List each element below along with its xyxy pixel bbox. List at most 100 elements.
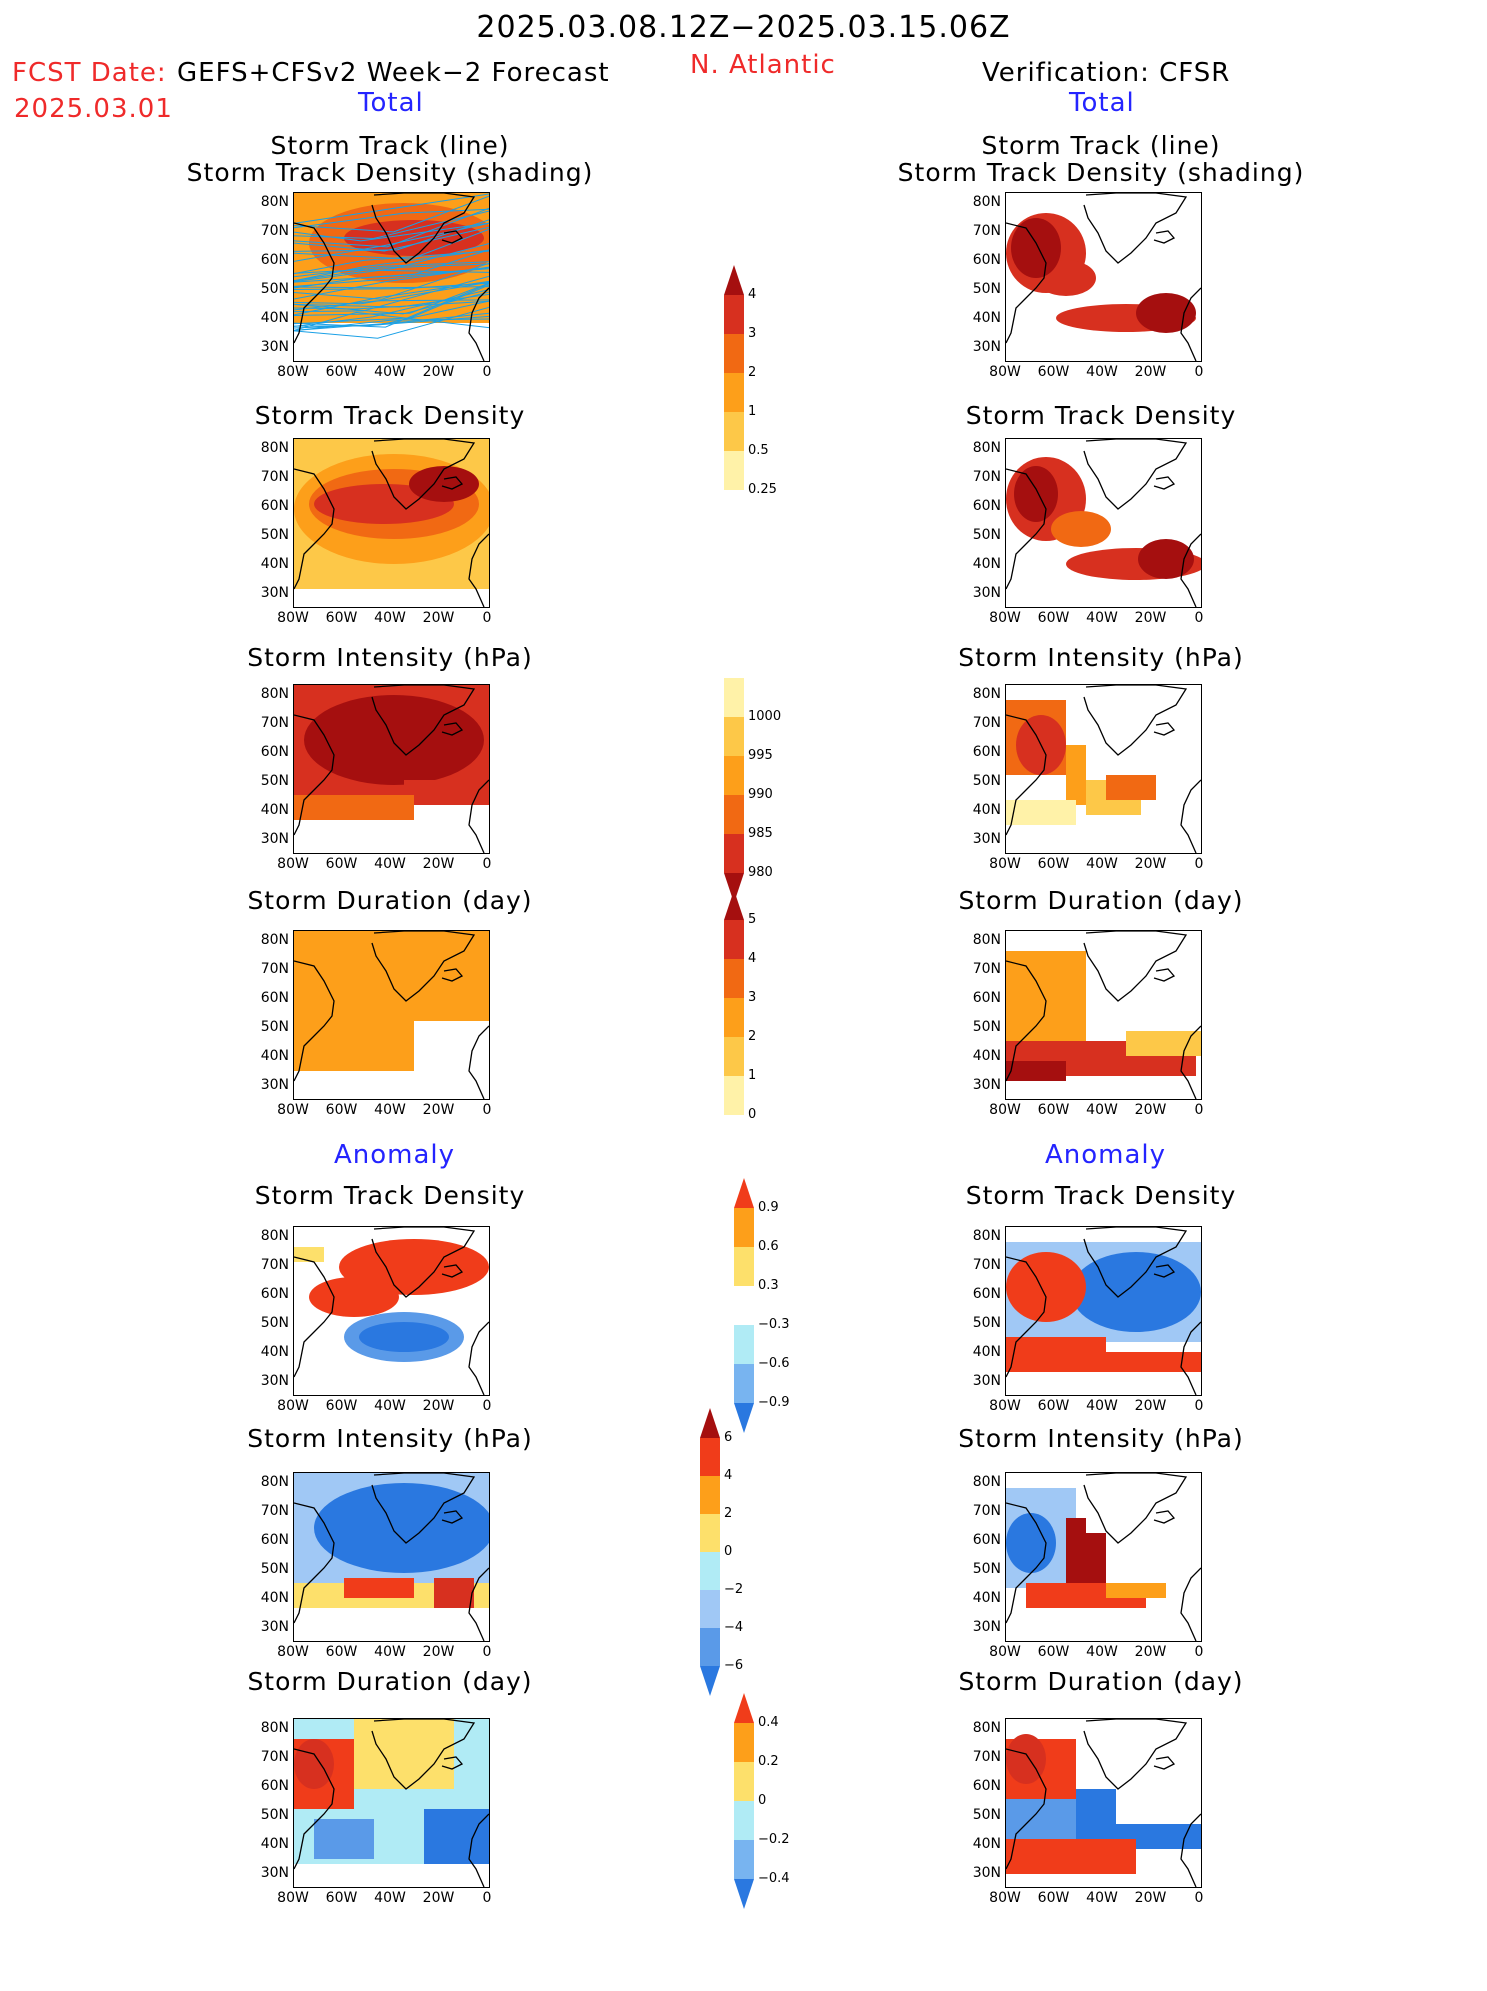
left-density-title: Storm Track Density — [180, 402, 600, 429]
lat-tick-label: 60N — [255, 498, 289, 514]
map-plot — [294, 1473, 489, 1641]
colorbar-label: 3 — [748, 990, 756, 1005]
map-plot — [294, 439, 489, 607]
lat-tick-label: 70N — [967, 1257, 1001, 1273]
colorbar-label: 990 — [748, 787, 773, 802]
verification-duration-map — [1005, 930, 1202, 1100]
lon-tick-label: 20W — [419, 1890, 459, 1906]
right-anomaly-label: Anomaly — [1045, 1140, 1166, 1170]
right-intensity-title: Storm Intensity (hPa) — [891, 644, 1311, 671]
lon-tick-label: 40W — [370, 1890, 410, 1906]
lat-tick-label: 50N — [967, 527, 1001, 543]
lon-tick-label: 40W — [1082, 856, 1122, 872]
lat-tick-label: 80N — [967, 194, 1001, 210]
lat-tick-label: 80N — [967, 932, 1001, 948]
lat-tick-label: 40N — [967, 802, 1001, 818]
map-plot — [1006, 439, 1201, 607]
lon-tick-label: 40W — [1082, 1644, 1122, 1660]
lon-tick-label: 60W — [1034, 610, 1074, 626]
left-total-label: Total — [358, 88, 424, 118]
lon-tick-label: 0 — [467, 856, 507, 872]
lat-tick-label: 30N — [967, 1373, 1001, 1389]
lat-tick-label: 40N — [967, 1836, 1001, 1852]
colorbar-label: 4 — [748, 951, 756, 966]
lon-tick-label: 40W — [370, 610, 410, 626]
lat-tick-label: 60N — [255, 1286, 289, 1302]
lon-tick-label: 0 — [1179, 1102, 1219, 1118]
map-plot — [294, 1719, 489, 1887]
lon-tick-label: 40W — [370, 1102, 410, 1118]
colorbar-label: −2 — [724, 1582, 743, 1597]
lon-tick-label: 40W — [1082, 610, 1122, 626]
lat-tick-label: 80N — [967, 1228, 1001, 1244]
lon-tick-label: 0 — [1179, 1890, 1219, 1906]
fcst-date: 2025.03.01 — [14, 94, 173, 124]
verification-anom-density-map — [1005, 1226, 1202, 1396]
colorbar-anom-density — [734, 1178, 754, 1515]
colorbar-label: 0.9 — [758, 1200, 779, 1215]
colorbar-label: 1000 — [748, 709, 781, 724]
lat-tick-label: 30N — [255, 1865, 289, 1881]
forecast-duration-map — [293, 930, 490, 1100]
lon-tick-label: 0 — [467, 1398, 507, 1414]
lon-tick-label: 20W — [419, 1398, 459, 1414]
forecast-track-map — [293, 192, 490, 362]
lat-tick-label: 60N — [967, 498, 1001, 514]
colorbar-label: 0.2 — [758, 1754, 779, 1769]
colorbar-label: 6 — [724, 1430, 732, 1445]
colorbar-label: −0.2 — [758, 1832, 790, 1847]
lon-tick-label: 40W — [370, 364, 410, 380]
colorbar-label: −0.3 — [758, 1317, 790, 1332]
lon-tick-label: 60W — [1034, 1644, 1074, 1660]
lat-tick-label: 30N — [255, 1619, 289, 1635]
lat-tick-label: 40N — [255, 1048, 289, 1064]
lon-tick-label: 40W — [370, 856, 410, 872]
colorbar-duration — [724, 890, 744, 1158]
lon-tick-label: 80W — [273, 364, 313, 380]
colorbar-label: 1 — [748, 1068, 756, 1083]
forecast-anom-intensity-map — [293, 1472, 490, 1642]
right-anom-density-title: Storm Track Density — [891, 1182, 1311, 1209]
lon-tick-label: 40W — [370, 1398, 410, 1414]
lat-tick-label: 30N — [255, 1077, 289, 1093]
forecast-anom-density-map — [293, 1226, 490, 1396]
lat-tick-label: 70N — [255, 715, 289, 731]
lon-tick-label: 0 — [1179, 1398, 1219, 1414]
lat-tick-label: 40N — [967, 1048, 1001, 1064]
colorbar-label: 5 — [748, 912, 756, 927]
lat-tick-label: 60N — [967, 1778, 1001, 1794]
colorbar-label: 2 — [724, 1506, 732, 1521]
lon-tick-label: 80W — [273, 1398, 313, 1414]
colorbar-label: 0 — [724, 1544, 732, 1559]
lat-tick-label: 70N — [255, 1503, 289, 1519]
lon-tick-label: 60W — [1034, 856, 1074, 872]
lon-tick-label: 0 — [467, 1890, 507, 1906]
right-anom-intensity-title: Storm Intensity (hPa) — [891, 1425, 1311, 1452]
lon-tick-label: 80W — [273, 1890, 313, 1906]
colorbar-label: 995 — [748, 748, 773, 763]
lat-tick-label: 70N — [255, 961, 289, 977]
lat-tick-label: 60N — [255, 990, 289, 1006]
lat-tick-label: 30N — [967, 585, 1001, 601]
lat-tick-label: 70N — [255, 1749, 289, 1765]
lat-tick-label: 40N — [255, 802, 289, 818]
lon-tick-label: 40W — [1082, 1890, 1122, 1906]
colorbar-label: −0.6 — [758, 1356, 790, 1371]
lat-tick-label: 60N — [255, 744, 289, 760]
verification-intensity-map — [1005, 684, 1202, 854]
colorbar-label: 4 — [724, 1468, 732, 1483]
lat-tick-label: 80N — [255, 440, 289, 456]
left-track-title: Storm Track (line) Storm Track Density (s… — [180, 132, 600, 186]
lat-tick-label: 70N — [967, 1749, 1001, 1765]
forecast-intensity-map — [293, 684, 490, 854]
left-duration-title: Storm Duration (day) — [180, 887, 600, 914]
lon-tick-label: 60W — [322, 364, 362, 380]
lon-tick-label: 60W — [1034, 1102, 1074, 1118]
lon-tick-label: 80W — [985, 1890, 1025, 1906]
lon-tick-label: 80W — [985, 364, 1025, 380]
left-anom-intensity-title: Storm Intensity (hPa) — [180, 1425, 600, 1452]
lat-tick-label: 70N — [967, 715, 1001, 731]
verification-track-map — [1005, 192, 1202, 362]
colorbar-label: 0.6 — [758, 1239, 779, 1254]
lat-tick-label: 60N — [255, 1778, 289, 1794]
